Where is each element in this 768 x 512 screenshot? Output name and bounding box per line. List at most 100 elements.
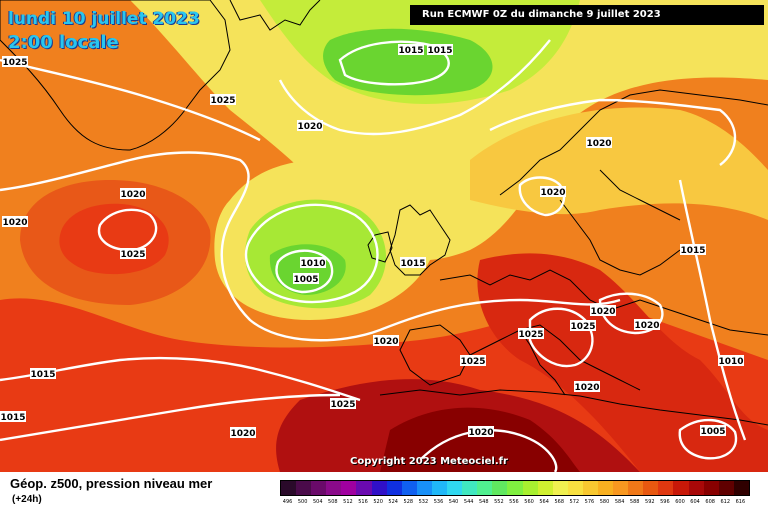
scale-swatch	[431, 481, 448, 495]
deepred-zone-africa	[380, 407, 580, 472]
isobar-label: 1025	[210, 96, 235, 106]
scale-value-label: 592	[645, 499, 655, 505]
scale-value-label: 528	[403, 499, 414, 505]
forecast-date: lundi 10 juillet 2023	[8, 9, 200, 29]
ireland-coastline	[367, 231, 393, 263]
scale-swatch	[582, 481, 598, 495]
forecast-map: 1025 1025 1015 1015 1020 1020 1020 1025 1020 1010…	[0, 0, 768, 472]
scale-value-label: 560	[524, 499, 534, 505]
scale-swatch	[597, 481, 614, 495]
scale-value-label: 548	[478, 499, 489, 505]
isobar-1010-low	[244, 203, 379, 304]
isobar-1025-north	[0, 58, 261, 142]
isobar-label-bg	[570, 320, 596, 331]
isobar-label: 1015	[30, 370, 55, 380]
scale-swatch	[628, 481, 644, 495]
isobar-label: 1005	[293, 275, 318, 285]
isobar-label: 1020	[373, 337, 398, 347]
scale-swatch	[703, 481, 719, 495]
isobar-label-bg	[634, 319, 660, 330]
europe-coastline	[399, 269, 768, 396]
scale-value-label: 496	[282, 499, 293, 505]
scale-swatch	[522, 481, 538, 495]
scale-value-label: 556	[509, 499, 519, 505]
scale-swatch	[356, 481, 372, 495]
isobar-label: 1025	[460, 357, 485, 367]
scale-value-label: 512	[343, 499, 353, 505]
yellow-zone-north	[130, 0, 768, 261]
scale-swatch	[552, 481, 568, 495]
isobar-label: 1025	[518, 330, 543, 340]
isobar-label: 1015	[400, 259, 425, 269]
isobar-1015-southwest	[0, 356, 361, 402]
scale-value-label: 508	[328, 499, 338, 505]
isobar-label-bg	[230, 427, 256, 438]
scale-swatch	[673, 481, 689, 495]
scale-value-label: 540	[448, 499, 459, 505]
isobar-1005-low	[275, 249, 334, 294]
legend-footer: Géop. z500, pression niveau mer (+24h) 4…	[0, 472, 768, 512]
isobar-1005-turkey	[678, 418, 738, 460]
isobar-label: 1025	[2, 58, 27, 68]
isobar-labels: 1025 1025 1015 1015 1020 1020 1020 1025 1020 1010…	[0, 44, 744, 439]
scale-swatch	[341, 481, 357, 495]
isobar-1015-east	[678, 179, 747, 441]
scale-swatch	[507, 481, 523, 495]
scale-value-label: 604	[690, 499, 700, 505]
scale-value-label: 612	[720, 499, 731, 505]
isobar-label-bg	[293, 273, 319, 284]
isobar-1020-north	[278, 39, 551, 136]
isobar-label: 1025	[330, 400, 355, 410]
scale-value-label: 536	[433, 499, 444, 505]
africa-coastline	[379, 389, 768, 426]
scale-swatch	[477, 481, 493, 495]
isobar-label-bg	[120, 248, 146, 259]
isobar-label: 1020	[574, 383, 599, 393]
isobar-label: 1020	[540, 188, 565, 198]
isobar-lines	[0, 39, 747, 472]
scale-swatch	[492, 481, 508, 495]
uk-coastline	[389, 204, 451, 276]
isobar-label-bg	[460, 355, 486, 366]
isobar-1020-norway	[518, 176, 566, 217]
scale-value-label: 568	[554, 499, 564, 505]
isobar-1015-north	[338, 40, 450, 86]
scale-swatch	[296, 481, 312, 495]
isobar-label: 1015	[398, 46, 423, 56]
iceland-coastline	[229, 0, 321, 31]
legend-subtitle: (+24h)	[12, 494, 42, 505]
scale-value-label: 580	[599, 499, 610, 505]
isobar-label-bg	[468, 426, 494, 437]
isobar-label-bg	[400, 257, 426, 268]
scale-value-label: 516	[358, 499, 368, 505]
scale-swatch	[613, 481, 629, 495]
isobar-label-bg	[718, 355, 744, 366]
scale-value-label: 504	[312, 499, 323, 505]
pressure-map-svg: 1025 1025 1015 1015 1020 1020 1020 1025 1020 1010…	[0, 0, 768, 472]
isobar-label: 1020	[297, 122, 322, 132]
scale-value-label: 552	[494, 499, 504, 505]
scale-swatch	[733, 481, 749, 495]
isobar-label-bg	[574, 381, 600, 392]
scale-swatch	[718, 481, 734, 495]
isobar-label-bg	[373, 335, 399, 346]
isobar-label-bg	[300, 257, 326, 268]
isobar-label: 1020	[590, 307, 615, 317]
scale-swatch	[462, 481, 478, 495]
forecast-time: 2:00 locale	[8, 32, 119, 53]
isobar-1020-africa	[419, 429, 558, 472]
color-scale-labels: 496 500 504 508 512 516 520 524 528 532 536 540 544 5…	[280, 499, 748, 505]
isobar-label-bg	[398, 44, 424, 55]
isobar-label: 1020	[468, 428, 493, 438]
isobar-label-bg	[210, 94, 236, 105]
scale-value-label: 596	[660, 499, 670, 505]
scale-swatch	[401, 481, 417, 495]
isobar-label-bg	[2, 56, 28, 67]
scale-swatch	[326, 481, 342, 495]
copyright: Copyright 2023 Meteociel.fr	[350, 456, 508, 467]
scale-value-label: 616	[735, 499, 746, 505]
scale-swatch	[311, 481, 327, 495]
scale-value-label: 572	[569, 499, 580, 505]
scale-swatch	[416, 481, 432, 495]
isobar-1020-scandinavia	[489, 98, 737, 166]
